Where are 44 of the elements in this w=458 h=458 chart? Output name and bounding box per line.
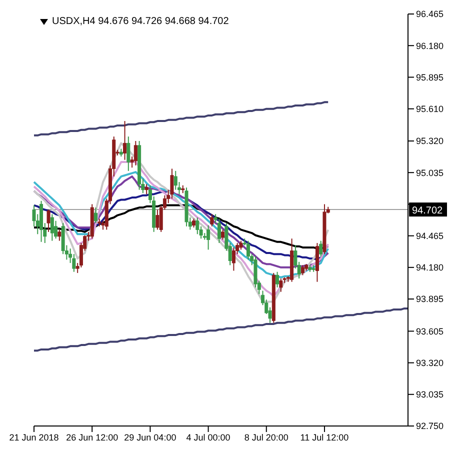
candlestick (232, 246, 236, 272)
y-tick-label: 92.750 (416, 421, 444, 432)
candlestick (50, 214, 54, 242)
candlestick (276, 271, 280, 288)
candlestick (279, 278, 283, 292)
candlestick (126, 136, 130, 172)
candlestick (206, 224, 210, 250)
y-tick-label: 94.180 (416, 262, 444, 273)
line-series (33, 101, 330, 136)
ref-line-label: 94.702 (412, 206, 444, 217)
x-tick-label: 26 Jun 12:00 (66, 432, 118, 442)
x-tick-label: 8 Jul 20:00 (244, 432, 288, 442)
chart-title: USDX,H4 94.676 94.726 94.668 94.702 (52, 16, 229, 27)
line-series (33, 307, 409, 352)
y-tick-label: 96.465 (416, 9, 444, 20)
y-tick-label: 93.035 (416, 390, 444, 400)
y-tick-label: 93.605 (416, 326, 444, 336)
y-tick-label: 95.610 (416, 104, 444, 114)
candlestick (217, 218, 221, 244)
x-tick-label: 29 Jun 04:00 (124, 432, 176, 442)
y-tick-label: 95.320 (416, 136, 444, 146)
candlestick (300, 264, 304, 276)
candlestick (156, 209, 160, 230)
candlestick (196, 217, 200, 235)
candlestick (319, 240, 323, 257)
candlestick (144, 184, 148, 195)
candlestick (123, 120, 127, 160)
candlestick (94, 207, 98, 224)
y-tick-label: 95.895 (416, 72, 444, 82)
candlestick (58, 229, 62, 242)
candlestick (174, 170, 178, 190)
y-tick-label: 93.895 (416, 294, 444, 304)
x-tick-label: 11 Jul 12:00 (300, 432, 349, 442)
x-tick-label: 4 Jul 00:00 (186, 432, 230, 442)
y-tick-label: 96.180 (416, 40, 444, 51)
candlestick (210, 214, 214, 227)
y-tick-label: 95.035 (416, 168, 444, 178)
y-tick-label: 93.320 (416, 358, 444, 368)
y-tick-label: 94.465 (416, 231, 444, 241)
candlestick (221, 229, 225, 240)
candlestick (134, 140, 138, 166)
candlestick (170, 168, 174, 200)
candlestick (46, 209, 50, 232)
x-tick-label: 21 Jun 2018 (9, 432, 59, 442)
